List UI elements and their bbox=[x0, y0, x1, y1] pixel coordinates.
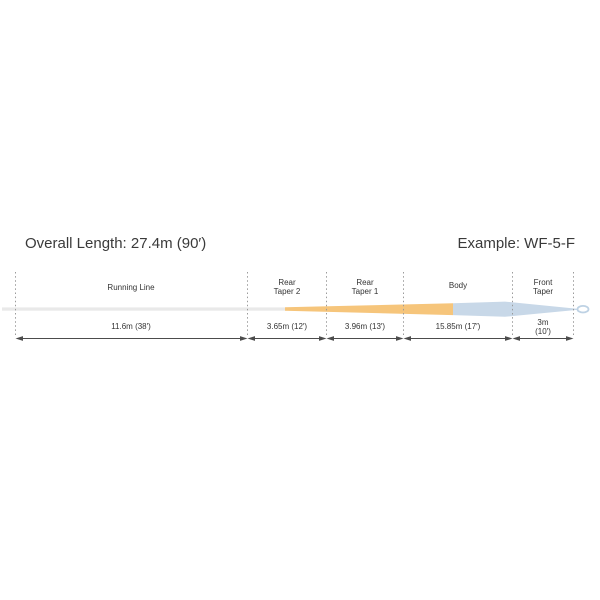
measurement-rear-taper-1: 3.96m (13′) bbox=[345, 322, 385, 331]
measurement-line: 3.65m (12′) bbox=[266, 322, 308, 331]
measurement-running-line: 11.6m (38′) bbox=[111, 322, 151, 331]
section-label-line: Taper 1 bbox=[351, 287, 379, 297]
measurement-line: 11.6m (38′) bbox=[111, 322, 151, 331]
measurement-line: 3.96m (13′) bbox=[344, 322, 386, 331]
section-label-line: Taper bbox=[532, 287, 554, 297]
section-label-line: Rear bbox=[356, 278, 374, 287]
section-label-front-taper: Front Taper bbox=[533, 278, 553, 297]
dimension-arrow-body bbox=[403, 336, 513, 341]
rear-taper-shape bbox=[285, 303, 453, 316]
welded-loop-icon bbox=[576, 305, 590, 314]
dimension-arrow-rear-taper-1 bbox=[326, 336, 404, 341]
example-label: Example: WF-5-F bbox=[457, 235, 575, 252]
section-label-rear-taper-2: Rear Taper 2 bbox=[274, 278, 301, 297]
measurement-rear-taper-2: 3.65m (12′) bbox=[267, 322, 307, 331]
running-line-shape bbox=[2, 307, 287, 311]
section-label-rear-taper-1: Rear Taper 1 bbox=[352, 278, 379, 297]
body-front-taper-shape bbox=[453, 301, 577, 317]
section-label-line: Rear bbox=[278, 278, 296, 287]
section-label-line: Running Line bbox=[107, 283, 155, 292]
measurement-front-taper: 3m (10′) bbox=[535, 318, 551, 337]
section-label-body: Body bbox=[449, 281, 467, 290]
section-label-line: Taper 2 bbox=[273, 287, 301, 297]
measurement-line: 15.85m (17′) bbox=[435, 322, 481, 331]
measurement-body: 15.85m (17′) bbox=[436, 322, 481, 331]
dimension-arrow-rear-taper-2 bbox=[247, 336, 327, 341]
dimension-arrow-front-taper bbox=[512, 336, 574, 341]
measurement-line: (10′) bbox=[535, 327, 551, 337]
section-label-line: Body bbox=[448, 281, 468, 290]
dimension-arrow-running-line bbox=[15, 336, 248, 341]
section-label-running-line: Running Line bbox=[107, 283, 154, 292]
measurement-line: 3m bbox=[537, 318, 549, 327]
overall-length-label: Overall Length: 27.4m (90′) bbox=[25, 235, 207, 252]
section-label-line: Front bbox=[533, 278, 553, 287]
